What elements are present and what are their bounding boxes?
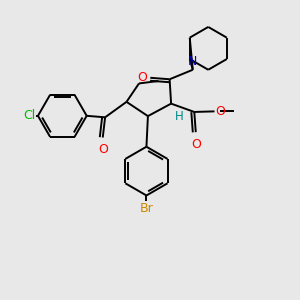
- Text: Br: Br: [140, 202, 153, 215]
- Text: O: O: [98, 143, 108, 156]
- Text: O: O: [215, 105, 225, 118]
- Text: Cl: Cl: [23, 109, 36, 122]
- Text: O: O: [137, 71, 147, 84]
- Text: O: O: [191, 137, 201, 151]
- Text: H: H: [175, 110, 183, 123]
- Text: N: N: [188, 55, 197, 68]
